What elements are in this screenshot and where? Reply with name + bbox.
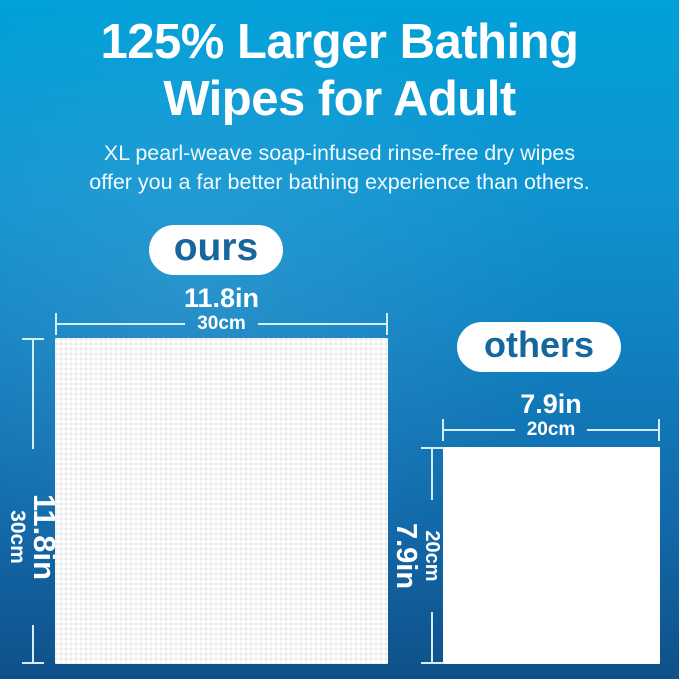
- dimension-tick: [421, 662, 443, 664]
- dimension-tick: [442, 419, 444, 441]
- ours-width-line: 30cm: [55, 312, 389, 336]
- dimension-tick: [22, 662, 44, 664]
- dimension-line: [431, 447, 433, 500]
- subtitle-line-2: offer you a far better bathing experienc…: [89, 170, 590, 194]
- ours-width-inches: 11.8in: [183, 283, 260, 313]
- others-width-line: 20cm: [442, 418, 661, 442]
- title-line-2: Wipes for Adult: [163, 72, 516, 126]
- others-height-metric: 20cm: [421, 529, 444, 582]
- ours-height-dimension: 11.8in 30cm: [6, 338, 62, 664]
- dimension-tick: [658, 419, 661, 441]
- others-width-inches: 7.9in: [520, 389, 582, 419]
- title-line-1: 125% Larger Bathing: [100, 15, 579, 69]
- dimension-tick: [55, 313, 57, 335]
- others-badge: others: [457, 322, 621, 372]
- dimension-line: [57, 323, 186, 325]
- others-height-label: 20cm 7.9in: [389, 481, 445, 631]
- dimension-line: [32, 338, 34, 449]
- dimension-line: [431, 611, 433, 664]
- subtitle: XL pearl-weave soap-infused rinse-free d…: [0, 139, 679, 197]
- others-width-dimension: 7.9in 20cm: [442, 389, 661, 442]
- ours-width-metric: 30cm: [197, 313, 246, 334]
- dimension-line: [587, 429, 659, 431]
- ours-badge: ours: [149, 225, 283, 275]
- ours-height-label: 11.8in 30cm: [5, 462, 62, 612]
- ours-height-metric: 30cm: [6, 510, 29, 564]
- others-wipe-swatch: [443, 447, 660, 664]
- dimension-tick: [386, 313, 389, 335]
- ours-wipe-swatch: [55, 338, 388, 664]
- subtitle-line-1: XL pearl-weave soap-infused rinse-free d…: [103, 141, 576, 165]
- dimension-line: [444, 429, 515, 431]
- page-title: 125% Larger Bathing Wipes for Adult: [0, 14, 679, 128]
- ours-width-dimension: 11.8in 30cm: [55, 283, 389, 336]
- others-width-metric: 20cm: [526, 419, 576, 440]
- dimension-line: [32, 624, 34, 664]
- others-height-dimension: 20cm 7.9in: [391, 447, 454, 664]
- others-height-inches: 7.9in: [390, 522, 423, 589]
- dimension-line: [257, 323, 387, 325]
